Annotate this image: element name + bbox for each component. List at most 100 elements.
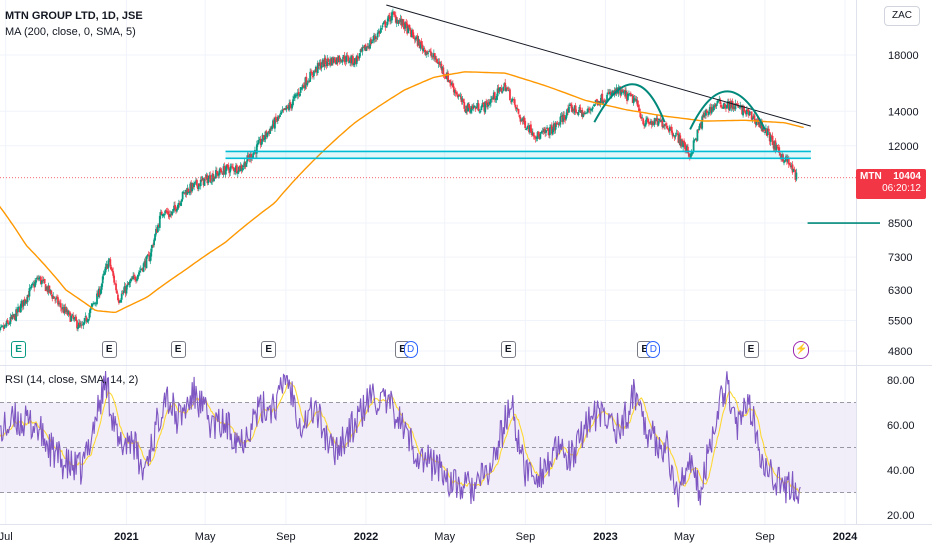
candle-body: [673, 136, 676, 138]
candle-body: [355, 55, 358, 64]
candle: [744, 109, 746, 114]
candle: [358, 52, 361, 61]
candle: [333, 56, 336, 63]
currency-button[interactable]: ZAC: [884, 6, 920, 26]
candle: [324, 55, 327, 68]
candle-body: [493, 92, 496, 100]
candle-body: [53, 296, 56, 299]
candle: [35, 278, 38, 285]
candle: [19, 300, 22, 313]
candle-body: [424, 49, 427, 55]
candle-body: [127, 283, 130, 285]
candle: [551, 127, 554, 136]
earnings-marker[interactable]: E: [11, 341, 27, 358]
candle-body: [479, 110, 482, 113]
candle-body: [522, 117, 525, 121]
candle-body: [661, 120, 664, 127]
candle: [376, 29, 379, 41]
candle-body: [630, 94, 633, 97]
candle: [298, 93, 301, 98]
earnings-marker[interactable]: E: [101, 341, 117, 358]
candle: [255, 140, 258, 158]
candle-body: [482, 102, 485, 105]
candle: [21, 300, 24, 311]
candle: [549, 124, 552, 129]
candle: [15, 306, 18, 322]
candle: [137, 270, 140, 277]
candle-body: [170, 214, 173, 216]
earnings-marker[interactable]: E: [743, 341, 759, 358]
candle: [464, 109, 467, 113]
candle: [349, 55, 352, 67]
candle: [593, 103, 596, 107]
candle: [136, 276, 138, 283]
candle: [60, 307, 63, 314]
arc-pattern-2[interactable]: [689, 90, 766, 130]
candle-body: [352, 56, 354, 65]
candle-body: [491, 98, 494, 100]
earnings-marker[interactable]: E: [170, 341, 186, 358]
candle-body: [123, 286, 126, 292]
trendline[interactable]: [386, 4, 812, 127]
candle: [165, 208, 168, 214]
candle: [535, 135, 538, 142]
candle-body: [555, 122, 558, 124]
candle-body: [550, 125, 553, 134]
candle: [607, 88, 609, 96]
candle: [639, 108, 642, 119]
candle-body: [572, 108, 575, 112]
candle: [768, 131, 771, 145]
dividend-marker[interactable]: D: [646, 341, 661, 358]
candle-body: [44, 284, 47, 292]
candle: [49, 289, 52, 296]
candle-body: [513, 99, 516, 105]
candle-body: [285, 105, 288, 110]
candle-body: [698, 126, 701, 131]
candle-body: [107, 260, 110, 269]
dividend-marker[interactable]: D: [403, 341, 418, 358]
candle-body: [311, 72, 313, 76]
candle: [381, 23, 384, 30]
candle: [189, 181, 192, 196]
candle-body: [511, 98, 514, 100]
candle: [682, 140, 685, 151]
candle: [33, 280, 36, 292]
candle: [483, 102, 486, 115]
candle: [466, 103, 469, 115]
candle-body: [640, 116, 643, 119]
candle: [701, 114, 704, 131]
earnings-marker[interactable]: E: [261, 341, 277, 358]
candle-body: [465, 105, 468, 114]
candle-body: [463, 102, 466, 109]
candle-body: [333, 57, 335, 63]
support-zone[interactable]: [225, 151, 811, 159]
candle-body: [632, 98, 635, 104]
candle: [423, 46, 426, 53]
earnings-marker[interactable]: E: [500, 341, 516, 358]
candle: [75, 314, 77, 322]
candle: [172, 208, 175, 214]
split-marker[interactable]: ⚡: [793, 341, 810, 359]
candle-body: [783, 162, 785, 164]
candle-body: [47, 285, 50, 293]
candle-body: [243, 161, 246, 167]
arc-pattern-1[interactable]: [593, 83, 666, 123]
candle-body: [646, 118, 648, 121]
candle-body: [587, 108, 589, 113]
candle: [412, 32, 415, 40]
candle: [290, 103, 293, 112]
candle: [126, 280, 129, 290]
candle-body: [386, 21, 389, 26]
candle-body: [784, 160, 786, 163]
candle-body: [590, 108, 593, 111]
candle: [12, 313, 15, 319]
candle: [552, 120, 555, 133]
candle-body: [211, 174, 214, 182]
candle: [558, 121, 561, 127]
candle-body: [713, 105, 716, 107]
candle: [50, 289, 53, 297]
candle: [182, 190, 185, 194]
candle: [159, 209, 162, 219]
candle: [105, 260, 108, 271]
